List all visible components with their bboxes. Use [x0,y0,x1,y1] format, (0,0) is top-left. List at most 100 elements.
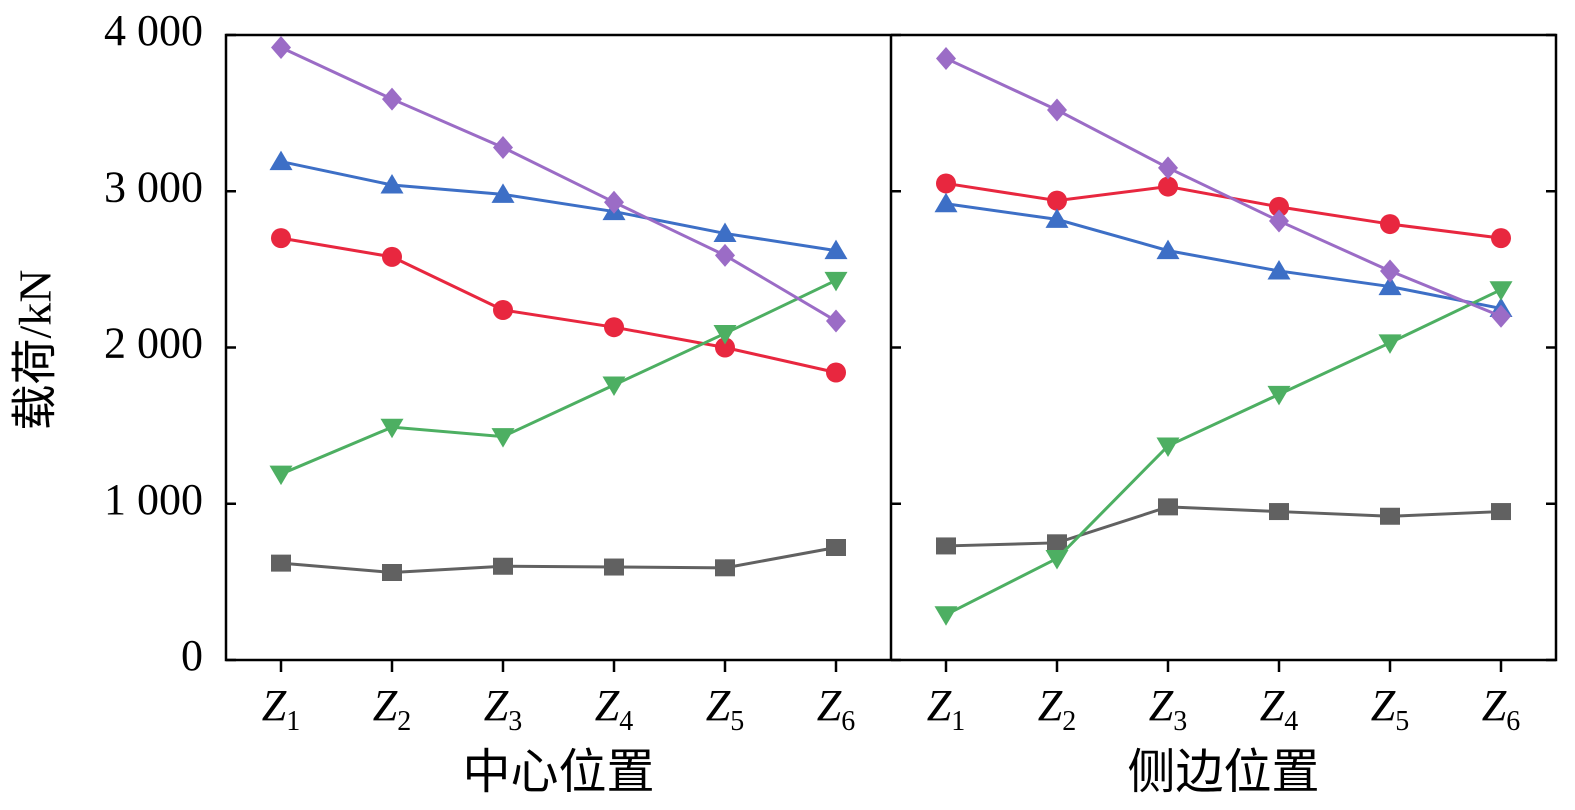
square-marker [715,559,735,577]
x-tick-label-sub: 6 [1506,706,1520,737]
y-tick-label: 3 000 [104,162,203,211]
triangle-down-marker [269,465,293,486]
square-marker [604,558,624,576]
triangle-up-marker [1378,275,1402,296]
triangle-down-marker [934,606,958,626]
series-line [280,236,837,374]
ticks-layer [226,33,1556,672]
square-marker [1158,498,1178,516]
diamond-marker [715,243,735,267]
series-line [945,181,1502,240]
circle-marker [936,173,956,194]
diamond-marker [1491,304,1511,328]
circle-marker [604,317,624,338]
series-triangle-down [269,271,848,486]
diamond-marker [493,136,513,159]
x-tick-label-sub: 2 [1062,706,1076,737]
x-tick-label-main: Z [595,681,620,730]
triangle-up-marker [934,192,958,213]
x-tick-label-main: Z [706,681,731,730]
x-tick-label-main: Z [927,681,952,730]
circle-marker [1269,196,1289,217]
square-marker [1491,503,1511,521]
x-tick-label-sub: 4 [619,706,633,737]
series-line [280,546,837,575]
circle-marker [826,362,846,383]
triangle-down-marker [491,428,515,448]
diamond-marker [271,36,291,59]
diamond-marker [1047,98,1067,122]
series-line [945,505,1502,548]
diamond-marker [1269,209,1289,233]
triangle-down-marker [1045,549,1069,570]
y-tick-label: 1 000 [104,475,203,524]
panel-label: 侧边位置 [1127,746,1319,799]
series-square [936,498,1511,555]
x-tick-label-main: Z [1149,681,1174,730]
x-tick-label-main: Z [1038,681,1063,730]
square-marker [1380,507,1400,525]
series-diamond [271,36,846,333]
triangle-down-marker [1489,281,1513,301]
x-tick-label-sub: 6 [841,706,855,737]
x-tick-label-sub: 3 [1173,706,1187,737]
x-tick-label-sub: 1 [951,706,965,737]
triangle-up-marker [491,183,515,203]
square-marker [1047,534,1067,552]
diamond-marker [1158,156,1178,180]
circle-marker [715,337,735,358]
square-marker [1269,503,1289,521]
x-tick-label: Z2 [1038,681,1076,737]
triangle-down-marker [602,376,626,396]
square-marker [936,537,956,555]
x-tick-label: Z1 [262,681,300,737]
square-marker [271,554,291,572]
x-tick-label-main: Z [1482,681,1507,730]
triangle-down-marker [824,271,848,292]
x-tick-label-sub: 3 [508,706,522,737]
y-tick-label: 4 000 [104,6,203,55]
x-tick-label: Z6 [1482,681,1520,737]
triangle-down-marker [1267,385,1291,406]
x-tick-label-sub: 2 [397,706,411,737]
x-tick-label: Z3 [1149,681,1187,737]
triangle-up-marker [1267,259,1291,280]
triangle-down-marker [1378,334,1402,354]
triangle-up-marker [824,239,848,260]
series-line [280,160,837,253]
square-marker [493,557,513,575]
circle-marker [1158,176,1178,197]
triangle-up-marker [380,174,404,194]
triangle-down-marker [380,418,404,439]
x-tick-label-sub: 5 [1395,706,1409,737]
x-tick-label: Z2 [373,681,411,737]
circle-marker [382,246,402,267]
x-tick-label-main: Z [484,681,509,730]
x-tick-label: Z5 [706,681,744,737]
square-marker [382,564,402,581]
x-tick-label: Z5 [1371,681,1409,737]
series-line [945,202,1502,310]
x-tick-label-main: Z [373,681,398,730]
x-tick-label-sub: 4 [1284,706,1298,737]
series-line [280,278,837,476]
series-diamond [936,46,1511,328]
y-tick-label: 0 [181,631,203,680]
panel-label: 中心位置 [462,746,654,799]
series-square [271,539,846,581]
triangle-up-marker [269,150,293,171]
diamond-marker [826,309,846,333]
circle-marker [1380,214,1400,235]
circle-marker [271,228,291,249]
series-circle [936,173,1511,249]
series-layer [269,36,1513,626]
circle-marker [1491,228,1511,249]
series-circle [271,228,846,383]
triangle-up-marker [1156,239,1180,260]
diamond-marker [382,87,402,111]
series-triangle-up [269,150,848,260]
triangle-down-marker [713,324,737,345]
